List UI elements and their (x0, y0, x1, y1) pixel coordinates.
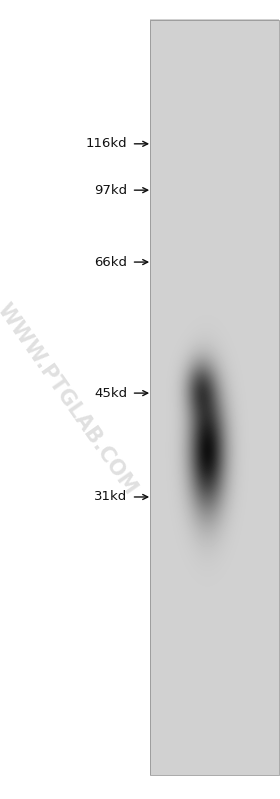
Text: WWW.PTGLAB.COM: WWW.PTGLAB.COM (0, 300, 141, 499)
Text: 66kd: 66kd (94, 256, 127, 268)
Bar (150, 20, 279, 775)
Text: 45kd: 45kd (94, 387, 127, 400)
Text: 116kd: 116kd (86, 137, 127, 150)
Text: 97kd: 97kd (94, 184, 127, 197)
Text: 31kd: 31kd (94, 491, 127, 503)
